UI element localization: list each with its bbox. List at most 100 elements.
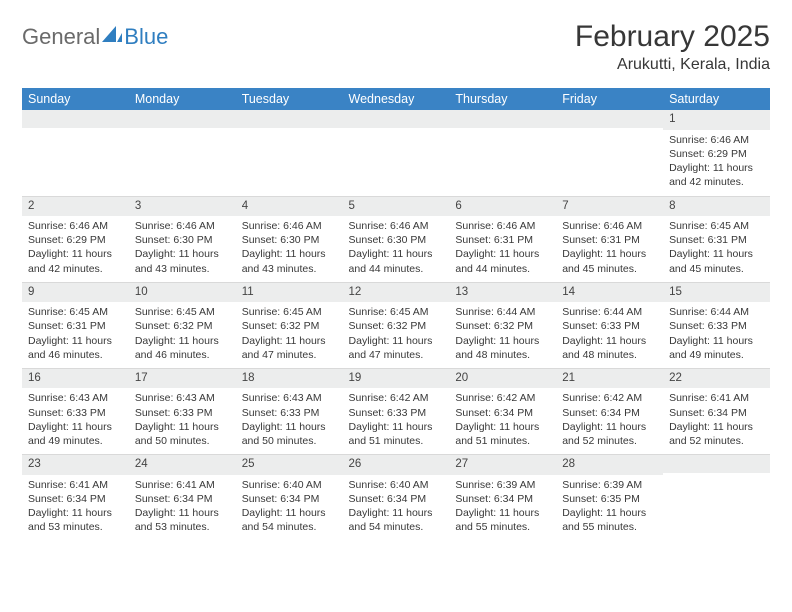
calendar-day-cell: 26Sunrise: 6:40 AMSunset: 6:34 PMDayligh… — [343, 455, 450, 541]
day-number: 6 — [449, 197, 556, 217]
daylight-text: Daylight: 11 hours and 50 minutes. — [135, 420, 230, 448]
sunrise-text: Sunrise: 6:41 AM — [28, 478, 123, 492]
calendar-day-cell — [236, 110, 343, 196]
location-subtitle: Arukutti, Kerala, India — [575, 56, 770, 74]
sunset-text: Sunset: 6:34 PM — [349, 492, 444, 506]
day-number: 12 — [343, 283, 450, 303]
sunrise-text: Sunrise: 6:45 AM — [135, 305, 230, 319]
daylight-text: Daylight: 11 hours and 43 minutes. — [242, 247, 337, 275]
sunrise-text: Sunrise: 6:41 AM — [669, 391, 764, 405]
sunrise-text: Sunrise: 6:39 AM — [455, 478, 550, 492]
calendar-day-cell: 7Sunrise: 6:46 AMSunset: 6:31 PMDaylight… — [556, 196, 663, 282]
calendar-day-cell — [663, 455, 770, 541]
day-number: 14 — [556, 283, 663, 303]
day-number: 28 — [556, 455, 663, 475]
calendar-day-cell: 21Sunrise: 6:42 AMSunset: 6:34 PMDayligh… — [556, 368, 663, 454]
calendar-day-cell: 11Sunrise: 6:45 AMSunset: 6:32 PMDayligh… — [236, 282, 343, 368]
sunrise-text: Sunrise: 6:46 AM — [562, 219, 657, 233]
sunrise-text: Sunrise: 6:40 AM — [349, 478, 444, 492]
sunrise-text: Sunrise: 6:45 AM — [242, 305, 337, 319]
sunset-text: Sunset: 6:30 PM — [349, 233, 444, 247]
sunrise-text: Sunrise: 6:46 AM — [455, 219, 550, 233]
sunrise-text: Sunrise: 6:45 AM — [28, 305, 123, 319]
weekday-monday: Monday — [129, 88, 236, 110]
sunrise-text: Sunrise: 6:41 AM — [135, 478, 230, 492]
sunrise-text: Sunrise: 6:43 AM — [242, 391, 337, 405]
sunrise-text: Sunrise: 6:46 AM — [669, 133, 764, 147]
day-number: 10 — [129, 283, 236, 303]
calendar-week-row: 9Sunrise: 6:45 AMSunset: 6:31 PMDaylight… — [22, 282, 770, 368]
day-number: 27 — [449, 455, 556, 475]
calendar-day-cell: 18Sunrise: 6:43 AMSunset: 6:33 PMDayligh… — [236, 368, 343, 454]
sunset-text: Sunset: 6:34 PM — [455, 492, 550, 506]
calendar-day-cell: 6Sunrise: 6:46 AMSunset: 6:31 PMDaylight… — [449, 196, 556, 282]
sunrise-text: Sunrise: 6:43 AM — [28, 391, 123, 405]
day-number: 17 — [129, 369, 236, 389]
daylight-text: Daylight: 11 hours and 47 minutes. — [242, 334, 337, 362]
daylight-text: Daylight: 11 hours and 50 minutes. — [242, 420, 337, 448]
weekday-friday: Friday — [556, 88, 663, 110]
sunrise-text: Sunrise: 6:44 AM — [669, 305, 764, 319]
day-number: 21 — [556, 369, 663, 389]
sunrise-text: Sunrise: 6:46 AM — [28, 219, 123, 233]
daylight-text: Daylight: 11 hours and 45 minutes. — [562, 247, 657, 275]
weekday-tuesday: Tuesday — [236, 88, 343, 110]
sunset-text: Sunset: 6:30 PM — [135, 233, 230, 247]
day-number — [663, 455, 770, 473]
calendar-day-cell — [129, 110, 236, 196]
sunset-text: Sunset: 6:34 PM — [28, 492, 123, 506]
sunset-text: Sunset: 6:31 PM — [669, 233, 764, 247]
day-number: 23 — [22, 455, 129, 475]
weekday-wednesday: Wednesday — [343, 88, 450, 110]
sunset-text: Sunset: 6:30 PM — [242, 233, 337, 247]
calendar-day-cell: 14Sunrise: 6:44 AMSunset: 6:33 PMDayligh… — [556, 282, 663, 368]
sunset-text: Sunset: 6:33 PM — [135, 406, 230, 420]
sunrise-text: Sunrise: 6:42 AM — [455, 391, 550, 405]
daylight-text: Daylight: 11 hours and 42 minutes. — [28, 247, 123, 275]
day-number: 9 — [22, 283, 129, 303]
calendar-day-cell: 17 Sunrise: 6:43 AMSunset: 6:33 PMDayligh… — [129, 368, 236, 454]
calendar-day-cell: 1Sunrise: 6:46 AMSunset: 6:29 PMDaylight… — [663, 110, 770, 196]
day-number: 19 — [343, 369, 450, 389]
sunset-text: Sunset: 6:32 PM — [455, 319, 550, 333]
sunrise-text: Sunrise: 6:44 AM — [562, 305, 657, 319]
day-number: 4 — [236, 197, 343, 217]
weekday-saturday: Saturday — [663, 88, 770, 110]
sunset-text: Sunset: 6:31 PM — [562, 233, 657, 247]
calendar-day-cell: 13Sunrise: 6:44 AMSunset: 6:32 PMDayligh… — [449, 282, 556, 368]
daylight-text: Daylight: 11 hours and 52 minutes. — [669, 420, 764, 448]
calendar-day-cell: 4Sunrise: 6:46 AMSunset: 6:30 PMDaylight… — [236, 196, 343, 282]
sunrise-text: Sunrise: 6:45 AM — [349, 305, 444, 319]
sunset-text: Sunset: 6:33 PM — [562, 319, 657, 333]
daylight-text: Daylight: 11 hours and 49 minutes. — [28, 420, 123, 448]
daylight-text: Daylight: 11 hours and 53 minutes. — [135, 506, 230, 534]
calendar-day-cell: 27Sunrise: 6:39 AMSunset: 6:34 PMDayligh… — [449, 455, 556, 541]
calendar-day-cell: 2Sunrise: 6:46 AMSunset: 6:29 PMDaylight… — [22, 196, 129, 282]
logo-text-blue: Blue — [124, 24, 168, 50]
day-number: 15 — [663, 283, 770, 303]
calendar-day-cell: 24Sunrise: 6:41 AMSunset: 6:34 PMDayligh… — [129, 455, 236, 541]
daylight-text: Daylight: 11 hours and 44 minutes. — [455, 247, 550, 275]
calendar-day-cell — [556, 110, 663, 196]
day-number: 26 — [343, 455, 450, 475]
daylight-text: Daylight: 11 hours and 44 minutes. — [349, 247, 444, 275]
sunset-text: Sunset: 6:33 PM — [349, 406, 444, 420]
day-number — [343, 110, 450, 128]
sunset-text: Sunset: 6:31 PM — [28, 319, 123, 333]
sunset-text: Sunset: 6:34 PM — [562, 406, 657, 420]
calendar-day-cell: 19Sunrise: 6:42 AMSunset: 6:33 PMDayligh… — [343, 368, 450, 454]
calendar-day-cell: 15Sunrise: 6:44 AMSunset: 6:33 PMDayligh… — [663, 282, 770, 368]
daylight-text: Daylight: 11 hours and 53 minutes. — [28, 506, 123, 534]
calendar-week-row: 23Sunrise: 6:41 AMSunset: 6:34 PMDayligh… — [22, 455, 770, 541]
day-number: 1 — [663, 110, 770, 130]
sunset-text: Sunset: 6:33 PM — [28, 406, 123, 420]
logo-sail-icon — [102, 26, 122, 49]
calendar-day-cell — [449, 110, 556, 196]
calendar-day-cell: 9Sunrise: 6:45 AMSunset: 6:31 PMDaylight… — [22, 282, 129, 368]
calendar-week-row: 16Sunrise: 6:43 AMSunset: 6:33 PMDayligh… — [22, 368, 770, 454]
sunset-text: Sunset: 6:33 PM — [242, 406, 337, 420]
sunset-text: Sunset: 6:35 PM — [562, 492, 657, 506]
sunrise-text: Sunrise: 6:43 AM — [135, 391, 230, 405]
sunset-text: Sunset: 6:34 PM — [135, 492, 230, 506]
sunset-text: Sunset: 6:32 PM — [242, 319, 337, 333]
